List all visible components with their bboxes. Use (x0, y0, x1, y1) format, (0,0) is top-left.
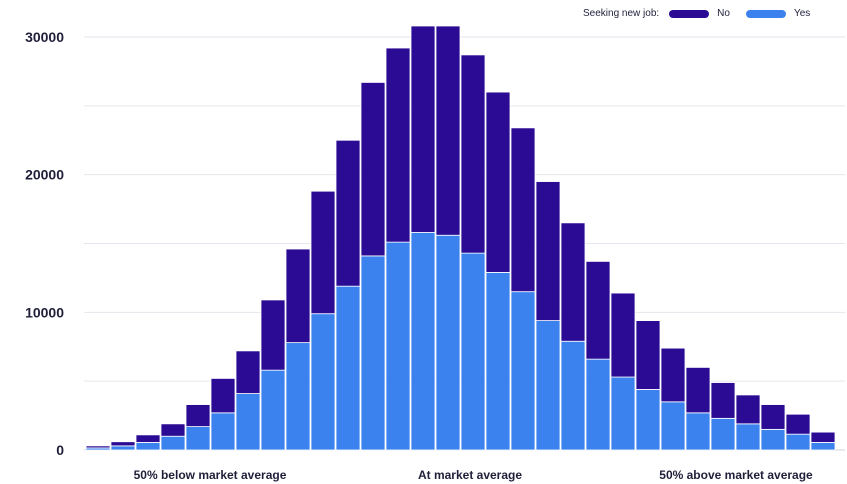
bar-no[interactable] (435, 25, 461, 236)
bar-yes[interactable] (560, 340, 586, 451)
legend-label-yes: Yes (793, 8, 811, 19)
bar-yes[interactable] (410, 232, 436, 451)
bar-no[interactable] (635, 320, 661, 390)
bar-yes[interactable] (785, 433, 811, 451)
y-tick-label: 0 (56, 442, 64, 458)
bar-yes[interactable] (310, 313, 336, 451)
bar-yes[interactable] (235, 393, 261, 451)
bar-no[interactable] (460, 54, 486, 254)
bar-yes[interactable] (135, 442, 161, 451)
x-tick-label: 50% below market average (134, 468, 287, 482)
bar-yes[interactable] (510, 291, 536, 451)
y-axis-ticks: 0 10000 20000 30000 (25, 29, 64, 458)
bar-yes[interactable] (285, 342, 311, 451)
bar-no[interactable] (210, 378, 236, 414)
bar-yes[interactable] (360, 255, 386, 451)
legend: Seeking new job: No Yes (583, 8, 826, 19)
y-tick-label: 10000 (25, 304, 64, 320)
bar-yes[interactable] (260, 369, 286, 451)
bar-yes[interactable] (810, 442, 836, 451)
bar-no[interactable] (135, 434, 161, 443)
legend-swatch-no (669, 9, 710, 18)
bar-no[interactable] (335, 139, 361, 287)
bar-yes[interactable] (385, 241, 411, 451)
legend-swatch-yes (745, 9, 786, 18)
bar-no[interactable] (810, 431, 836, 443)
bar-no[interactable] (535, 181, 561, 321)
bar-no[interactable] (110, 441, 136, 447)
x-axis-ticks: 50% below market average At market averag… (134, 468, 813, 482)
legend-item-no[interactable]: No (669, 8, 730, 19)
bar-no[interactable] (710, 382, 736, 419)
series-no-bars (85, 25, 836, 449)
bar-yes[interactable] (635, 389, 661, 451)
bar-no[interactable] (785, 413, 811, 435)
bar-no[interactable] (185, 404, 211, 427)
bar-no[interactable] (560, 222, 586, 342)
bar-no[interactable] (760, 404, 786, 430)
bar-no[interactable] (360, 82, 386, 257)
y-tick-label: 30000 (25, 29, 64, 45)
bar-yes[interactable] (460, 252, 486, 451)
bar-yes[interactable] (585, 358, 611, 451)
bar-yes[interactable] (110, 445, 136, 451)
bar-no[interactable] (660, 347, 686, 403)
bar-no[interactable] (310, 190, 336, 315)
bar-yes[interactable] (610, 376, 636, 451)
bar-yes[interactable] (185, 426, 211, 451)
bar-no[interactable] (610, 292, 636, 378)
bar-yes[interactable] (210, 412, 236, 451)
bar-no[interactable] (385, 47, 411, 243)
bar-no[interactable] (510, 127, 536, 293)
bar-no[interactable] (260, 299, 286, 371)
bar-yes[interactable] (435, 234, 461, 451)
bar-yes[interactable] (660, 401, 686, 451)
bar-yes[interactable] (160, 435, 186, 451)
x-tick-label: At market average (418, 468, 522, 482)
bar-no[interactable] (585, 260, 611, 360)
bar-no[interactable] (235, 350, 261, 394)
x-tick-label: 50% above market average (659, 468, 813, 482)
series-yes-bars (85, 232, 836, 451)
bar-yes[interactable] (485, 272, 511, 451)
bar-yes[interactable] (535, 320, 561, 451)
bar-yes[interactable] (335, 285, 361, 451)
legend-label-no: No (717, 8, 730, 19)
bar-no[interactable] (735, 394, 761, 425)
bar-yes[interactable] (735, 423, 761, 451)
bar-yes[interactable] (685, 412, 711, 451)
bar-yes[interactable] (760, 428, 786, 451)
bar-no[interactable] (285, 248, 311, 344)
legend-title: Seeking new job: (583, 8, 660, 19)
bar-yes[interactable] (710, 417, 736, 451)
y-tick-label: 20000 (25, 167, 64, 183)
bar-no[interactable] (485, 91, 511, 273)
bar-no[interactable] (685, 366, 711, 414)
bar-no[interactable] (85, 445, 111, 449)
bar-no[interactable] (160, 423, 186, 437)
bar-no[interactable] (410, 25, 436, 233)
legend-item-yes[interactable]: Yes (745, 8, 811, 19)
